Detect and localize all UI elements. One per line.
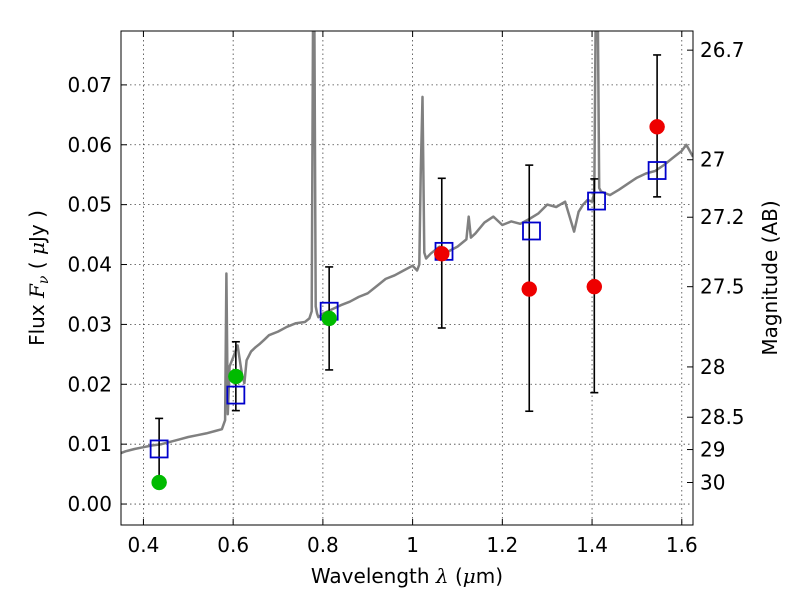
y-tick-label: 0.07 [67,73,112,97]
y-tick-label: 0.01 [67,432,112,456]
observed-point-red [586,278,603,295]
x-tick-label: 1.2 [486,533,518,557]
y-tick-label: 0.03 [67,312,112,336]
magnitude-tick-label: 29 [700,438,725,462]
x-tick-label: 1.6 [666,533,698,557]
x-tick-label: 1.4 [576,533,608,557]
plot-background [121,31,693,525]
y-tick-label: 0.04 [67,253,112,277]
y-tick-label: 0.06 [67,133,112,157]
observed-point-green [321,310,337,327]
observed-photometry [151,119,665,491]
observed-point-green [228,368,244,385]
x-tick-label: 1 [406,533,419,557]
x-tick-label: 0.6 [217,533,249,557]
x-axis-label: Wavelength λ (μm) [311,564,503,588]
magnitude-axis-ticks: 26.7 27 27.2 27.5 28 28.5 29 30 [687,38,745,494]
plot-frame [120,30,694,526]
model-photometry-square [226,385,246,405]
magnitude-tick-label: 30 [700,470,725,494]
magnitude-tick-label: 27.2 [700,205,745,229]
observed-point-red [434,245,450,262]
y-tick-label: 0.05 [67,193,112,217]
magnitude-tick-label: 26.7 [700,38,745,62]
observed-point-green [151,474,167,491]
magnitude-tick-label: 28.5 [700,405,745,429]
y-axis-label: Flux Fν ( μJy ) [25,210,52,346]
grid-lines [121,31,693,525]
observed-point-red [649,119,665,135]
magnitude-tick-label: 28 [700,355,725,379]
y-tick-label: 0.00 [67,492,112,516]
model-photometry-square [522,221,541,241]
magnitude-tick-label: 27 [700,148,725,172]
model-photometry-square [149,439,169,459]
y-tick-label: 0.02 [67,372,112,396]
model-photometry-square [647,161,667,180]
magnitude-axis-label: Magnitude (AB) [758,200,782,355]
x-axis-ticks: 0.4 0.6 0.8 1 1.2 1.4 1.6 [128,31,698,557]
observed-point-red [521,281,538,297]
magnitude-tick-label: 27.5 [700,275,745,299]
x-tick-label: 0.4 [128,533,160,557]
y-axis-ticks: 0.00 0.01 0.02 0.03 0.04 0.05 0.06 0.07 [67,73,127,516]
x-tick-label: 0.8 [307,533,339,557]
model-photometry-square [587,191,606,211]
